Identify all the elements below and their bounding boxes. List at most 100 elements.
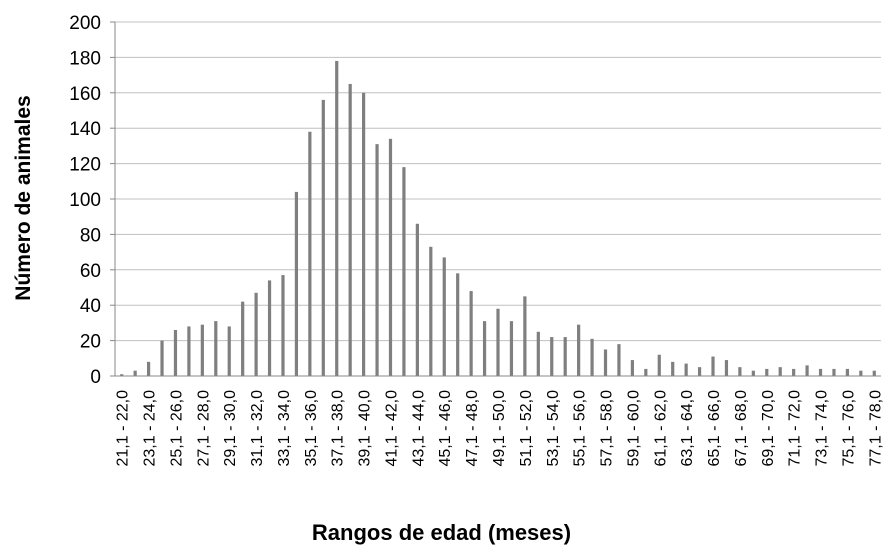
y-tick-label: 60 <box>80 261 101 282</box>
bar <box>818 368 823 376</box>
x-tick-label: 53,1 - 54,0 <box>545 390 562 467</box>
bar <box>778 367 782 376</box>
y-tick-label: 200 <box>69 13 101 34</box>
bar <box>388 138 393 376</box>
bar <box>630 360 634 376</box>
bar <box>214 321 218 376</box>
x-tick-label: 73,1 - 74,0 <box>814 390 831 467</box>
x-tick-label: 65,1 - 66,0 <box>706 390 723 467</box>
x-tick-label: 27,1 - 28,0 <box>195 390 212 467</box>
bar <box>765 368 769 376</box>
x-tick-label: 77,1 - 78,0 <box>867 390 883 467</box>
x-tick-label: 43,1 - 44,0 <box>410 390 427 467</box>
x-tick-label: 63,1 - 64,0 <box>679 390 696 467</box>
bar <box>550 337 554 376</box>
x-tick-label: 51,1 - 52,0 <box>518 390 535 467</box>
bar <box>603 349 608 376</box>
bar <box>335 60 339 376</box>
x-tick-label: 69,1 - 70,0 <box>760 390 777 467</box>
bar <box>872 370 876 376</box>
bar <box>120 374 124 376</box>
bars <box>120 60 876 377</box>
bar <box>187 326 191 376</box>
bar <box>590 338 594 376</box>
bar <box>792 368 796 376</box>
bar <box>442 257 446 376</box>
axes <box>110 21 881 377</box>
x-tick-label: 67,1 - 68,0 <box>733 390 750 467</box>
bar <box>362 92 366 377</box>
bar <box>415 223 419 376</box>
y-tick-label: 40 <box>80 296 101 317</box>
bar <box>160 340 164 376</box>
y-tick-label: 20 <box>80 332 101 353</box>
x-tick-label: 75,1 - 76,0 <box>840 390 857 467</box>
bar <box>146 361 151 376</box>
x-tick-label: 55,1 - 56,0 <box>572 390 589 467</box>
bar <box>711 356 715 376</box>
bar <box>644 368 648 376</box>
x-tick-label: 29,1 - 30,0 <box>222 390 239 467</box>
bar <box>294 191 299 376</box>
bar <box>523 296 527 376</box>
bar <box>738 367 742 376</box>
bar <box>429 246 433 376</box>
x-axis-label: Rangos de edad (meses) <box>311 520 572 545</box>
bar <box>348 83 352 376</box>
y-tick-label: 80 <box>80 225 101 246</box>
x-tick-label: 61,1 - 62,0 <box>652 390 669 467</box>
bar <box>577 324 581 376</box>
bar <box>671 361 675 376</box>
y-tick-label: 160 <box>69 84 101 105</box>
x-tick-label: 39,1 - 40,0 <box>357 390 374 467</box>
y-tick-label: 120 <box>69 155 101 176</box>
x-tick-label: 21,1 - 22,0 <box>115 390 132 467</box>
bar <box>402 167 406 376</box>
bar <box>227 326 231 376</box>
bar <box>456 273 460 376</box>
gridlines <box>115 21 881 342</box>
bar <box>805 365 809 376</box>
bar <box>563 337 567 376</box>
bar <box>657 354 661 376</box>
bar <box>845 368 850 376</box>
bar <box>724 360 729 376</box>
x-tick-label: 71,1 - 72,0 <box>787 390 804 467</box>
bar <box>200 324 204 376</box>
bar <box>469 291 473 376</box>
x-tick-label: 41,1 - 42,0 <box>383 390 400 467</box>
y-tick-labels: 0 20 40 60 80 100 120 140 160 180 200 <box>69 13 101 388</box>
bar <box>254 292 258 376</box>
bar <box>509 321 514 376</box>
bar <box>832 368 836 376</box>
x-tick-label: 57,1 - 58,0 <box>599 390 616 467</box>
bar <box>321 99 325 376</box>
bar <box>267 280 272 376</box>
x-tick-labels: 21,1 - 22,0 23,1 - 24,0 25,1 - 26,0 27,1 - … <box>115 390 883 467</box>
y-tick-label: 140 <box>69 119 101 140</box>
x-tick-label: 33,1 - 34,0 <box>276 390 293 467</box>
x-tick-label: 47,1 - 48,0 <box>464 390 481 467</box>
bar <box>308 131 312 376</box>
bar <box>859 370 863 376</box>
y-tick-label: 0 <box>90 367 101 388</box>
x-tick-label: 59,1 - 60,0 <box>625 390 642 467</box>
bar <box>684 363 688 376</box>
x-tick-label: 25,1 - 26,0 <box>168 390 185 467</box>
y-axis-label: Número de animales <box>12 95 35 301</box>
bar <box>697 367 702 376</box>
bar <box>482 321 487 376</box>
bar <box>617 344 621 376</box>
y-tick-label: 180 <box>69 48 101 69</box>
x-tick-label: 31,1 - 32,0 <box>249 390 266 467</box>
bar <box>375 144 379 376</box>
x-tick-label: 23,1 - 24,0 <box>142 390 159 467</box>
bar <box>751 370 755 376</box>
bar <box>536 331 540 376</box>
x-tick-label: 45,1 - 46,0 <box>437 390 454 467</box>
x-tick-label: 37,1 - 38,0 <box>330 390 347 467</box>
bar <box>281 275 285 376</box>
x-tick-label: 49,1 - 50,0 <box>491 390 508 467</box>
bar <box>241 301 245 376</box>
